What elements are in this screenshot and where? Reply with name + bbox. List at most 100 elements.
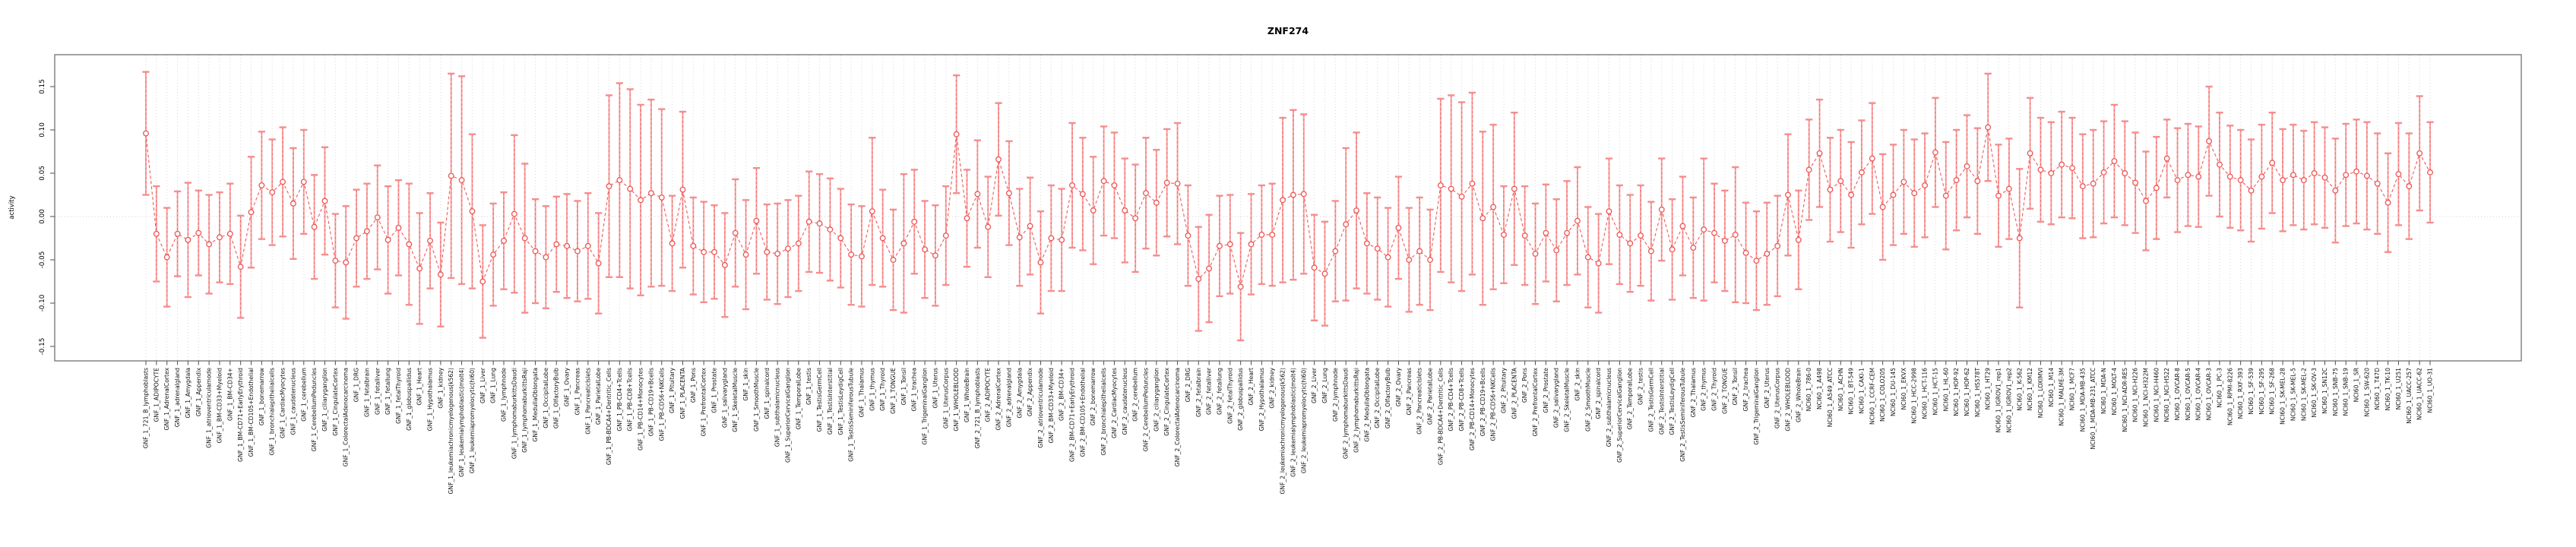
data-point-marker (1290, 191, 1296, 198)
x-tick-label: GNF_1_WHOLEBLOOD (953, 368, 960, 432)
data-point-marker (1721, 237, 1728, 244)
data-point-marker (1280, 197, 1286, 204)
x-tick-label: NCI60_1_SN12C (2321, 368, 2328, 414)
x-tick-label: GNF_2_BM-CD33+Myeloid (1048, 368, 1055, 444)
data-point-marker (1037, 259, 1044, 266)
x-tick-label: GNF_1_Liver (479, 367, 486, 403)
data-point-marker (2206, 138, 2213, 144)
data-point-marker (2416, 150, 2423, 157)
x-tick-label: GNF_1_Thalamus (858, 368, 865, 417)
data-point-marker (638, 197, 644, 204)
x-tick-label: NCI60_1_SR (2353, 367, 2360, 402)
data-point-marker (1479, 215, 1486, 222)
x-tick-label: GNF_1_fetallung (385, 368, 391, 415)
data-point-marker (1764, 251, 1771, 257)
x-tick-label: NCI60_1_MDA-MB-231_ATCC (2090, 368, 2097, 450)
x-tick-label: NCI60_1_OVCAR-3 (2206, 368, 2213, 421)
x-axis: GNF_1_721_B_lymphoblasts GNF_1_ADIPOCYTE G… (143, 361, 2434, 494)
x-tick-label: NCI60_1_OVCAR-8 (2174, 368, 2181, 421)
x-tick-label: NCI60_1_SF-295 (2258, 368, 2265, 415)
data-point-marker (1606, 208, 1612, 215)
x-tick-label: GNF_2_leukemiapromyelocytic(hl60) (1300, 368, 1307, 473)
data-point-marker (185, 236, 191, 243)
x-tick-label: NCI60_1_MALME-3M (2059, 368, 2065, 426)
plot-border (54, 54, 2522, 362)
data-point-marker (764, 248, 771, 255)
x-tick-label: GNF_2_CingulateCortex (1163, 368, 1170, 436)
x-tick-label: GNF_1_PrefrontalCortex (701, 367, 707, 436)
x-tick-label: GNF_1_SmoothMuscle (753, 368, 760, 432)
x-tick-label: NCI60_1_UACC-257 (2406, 368, 2413, 424)
data-point-marker (2353, 168, 2359, 175)
x-tick-label: GNF_2_skin (1574, 368, 1581, 401)
data-point-marker (2005, 185, 2012, 192)
x-tick-label: GNF_1_WholeBrain (964, 368, 970, 422)
x-tick-label: GNF_2_OccipitalLobe (1374, 368, 1381, 428)
x-tick-label: GNF_2_PB-CD8+Tcells (1458, 368, 1465, 432)
data-point-marker (2332, 187, 2339, 194)
data-point-marker (1574, 217, 1581, 224)
data-point-marker (1985, 124, 1992, 131)
data-point-marker (2280, 177, 2286, 184)
data-point-marker (1974, 178, 1981, 185)
y-tick-label: 0.15 (39, 79, 46, 94)
data-point-marker (153, 230, 160, 237)
x-tick-label: NCI60_1_OVCAR-5 (2185, 368, 2191, 421)
data-point-marker (226, 230, 233, 237)
data-point-marker (1416, 248, 1423, 255)
data-point-marker (280, 179, 286, 185)
x-tick-label: GNF_1_Heart (416, 368, 423, 406)
x-tick-label: GNF_1_PLACENTA (679, 367, 686, 419)
x-tick-label: GNF_1_lymphomaburkittsRaji (521, 368, 528, 453)
x-tick-label: GNF_1_PancreaticIslets (584, 368, 591, 435)
x-tick-label: GNF_2_PancreaticIslets (1416, 368, 1423, 435)
x-tick-label: NCI60_1_MOLT-4 (2111, 368, 2118, 416)
data-point-marker (879, 235, 886, 242)
data-point-marker (795, 240, 802, 247)
x-tick-label: GNF_1_Pituitary (669, 367, 676, 413)
x-tick-label: GNF_1_Pancreas (574, 368, 581, 416)
x-tick-label: GNF_2_Tonsil (1732, 368, 1739, 405)
data-point-marker (406, 241, 413, 248)
x-tick-label: GNF_2_ADIPOCYTE (985, 368, 992, 422)
data-point-marker (701, 248, 707, 255)
y-tick-label: 0.10 (39, 122, 46, 138)
x-tick-label: GNF_2_TONGUE (1721, 368, 1728, 414)
y-tick-label: -0.10 (39, 294, 46, 311)
data-point-marker (1647, 248, 1654, 255)
data-point-marker (353, 235, 360, 242)
data-point-marker (1900, 179, 1907, 185)
data-point-marker (332, 258, 339, 264)
data-point-marker (2016, 235, 2023, 242)
data-point-marker (816, 220, 823, 227)
data-point-marker (1890, 191, 1897, 198)
x-tick-label: GNF_2_PrefrontalCortex (1532, 367, 1539, 436)
x-tick-label: GNF_2_BM-CD34+ (1059, 368, 1065, 421)
x-tick-label: NCI60_1_DU-145 (1890, 368, 1897, 416)
data-point-marker (1385, 254, 1391, 261)
x-tick-label: GNF_2_Pituitary (1500, 367, 1507, 413)
x-tick-label: GNF_1_lymphomaburkittsDaudi (511, 368, 517, 459)
x-tick-label: NCI60_1_T47D (2374, 368, 2381, 410)
data-point-marker (311, 223, 318, 230)
x-tick-label: GNF_2_UterusCorpus (1774, 368, 1781, 428)
data-point-marker (269, 189, 276, 196)
data-point-marker (1269, 231, 1276, 238)
x-tick-label: NCI60_1_HOP-92 (1953, 368, 1960, 416)
data-point-marker (553, 241, 560, 248)
x-tick-label: NCI60_1_NCI-H522 (2163, 368, 2170, 422)
x-tick-label: NCI60_1_LOXIMVI (2037, 368, 2044, 418)
data-point-marker (2037, 166, 2044, 173)
data-point-marker (2059, 161, 2065, 168)
x-tick-label: GNF_1_CerebellumPeduncles (311, 368, 318, 451)
x-tick-label: GNF_2_PB-BDCA4+Dentritic_Cells (1437, 368, 1444, 465)
x-tick-label: NCI60_1_BT-549 (1848, 368, 1855, 415)
data-point-marker (1848, 191, 1855, 198)
x-tick-label: GNF_1_BM-CD33+Myeloid (216, 368, 223, 444)
x-tick-label: NCI60_1_RXF-393 (2237, 368, 2244, 419)
data-point-marker (785, 245, 791, 252)
x-tick-label: GNF_1_DRG (353, 368, 360, 402)
y-tick-label: 0.00 (39, 209, 46, 224)
data-point-marker (1627, 240, 1634, 247)
x-tick-label: NCI60_1_PC-3 (2216, 368, 2223, 408)
